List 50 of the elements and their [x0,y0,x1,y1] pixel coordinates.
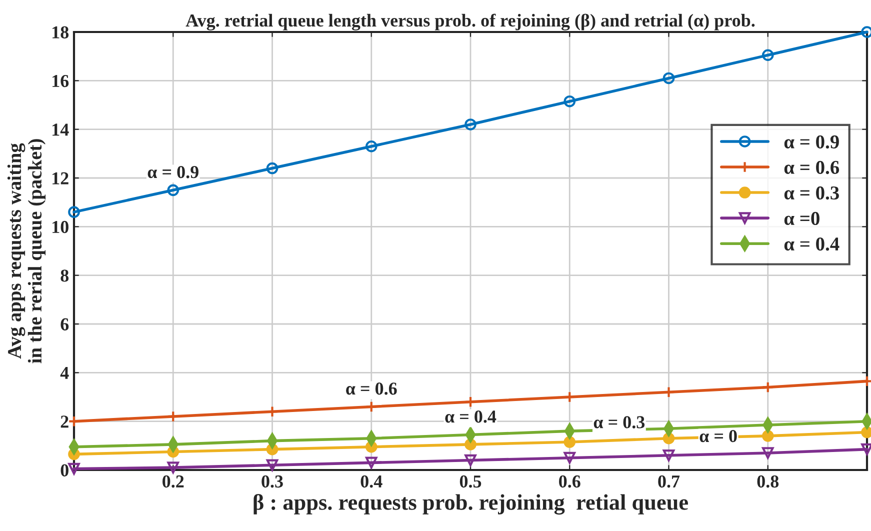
x-tick-label: 0.6 [559,475,580,488]
legend-label: α = 0.4 [784,237,840,251]
annotation: α = 0.3 [594,416,645,428]
point [762,381,774,394]
point [464,118,476,130]
x-tick-label: 0.5 [460,475,482,488]
point [762,49,774,62]
point [762,430,774,442]
x-tick-label: 0.7 [658,475,680,488]
point [266,162,278,174]
point [464,454,476,466]
y-tick-label: 0 [60,464,68,476]
annotation: α = 0.4 [445,410,496,423]
y-tick-label: 4 [60,367,69,379]
y-tick-label: 16 [52,74,69,88]
legend-label: α = 0.3 [784,186,839,200]
x-tick-label: 0.3 [262,475,283,488]
y-tick-label: 14 [52,124,69,136]
point [365,456,378,469]
y-tick-label: 10 [52,220,68,234]
chart-title: Avg. retrial queue length versus prob. of rejoining (β) and retrial (α) prob. [186,14,755,30]
legend-label: α = 0.6 [784,160,840,174]
y-tick-label: 18 [52,26,69,38]
point [564,436,576,448]
point [167,184,180,196]
legend-label: α = 0.9 [784,135,839,149]
annotation: α = 0.9 [148,166,198,178]
point [365,400,378,413]
annotation: α = 0 [700,430,737,442]
x-axis-title: β : apps. requests prob. rejoining retial queue [254,494,688,515]
point [662,449,675,462]
point [564,452,576,464]
x-tick-label: 0.4 [360,475,382,488]
point [68,206,80,218]
y-tick-label: 12 [52,172,68,184]
y-tick-label: 8 [60,270,69,282]
point [167,462,180,474]
point [266,459,278,472]
point [662,72,675,84]
y-tick-label: 2 [60,416,68,428]
point [564,95,576,108]
point [762,447,774,459]
point [68,462,80,475]
annotation: α = 0.6 [346,382,397,395]
legend-label: α =0 [784,212,820,226]
point [365,140,378,152]
y-axis-title: Avg apps requests waiting in the rerial queue (packet) [7,139,46,364]
x-tick-label: 0.8 [757,475,779,488]
x-tick-label: 0.2 [162,475,184,488]
y-tick-label: 6 [60,318,69,330]
